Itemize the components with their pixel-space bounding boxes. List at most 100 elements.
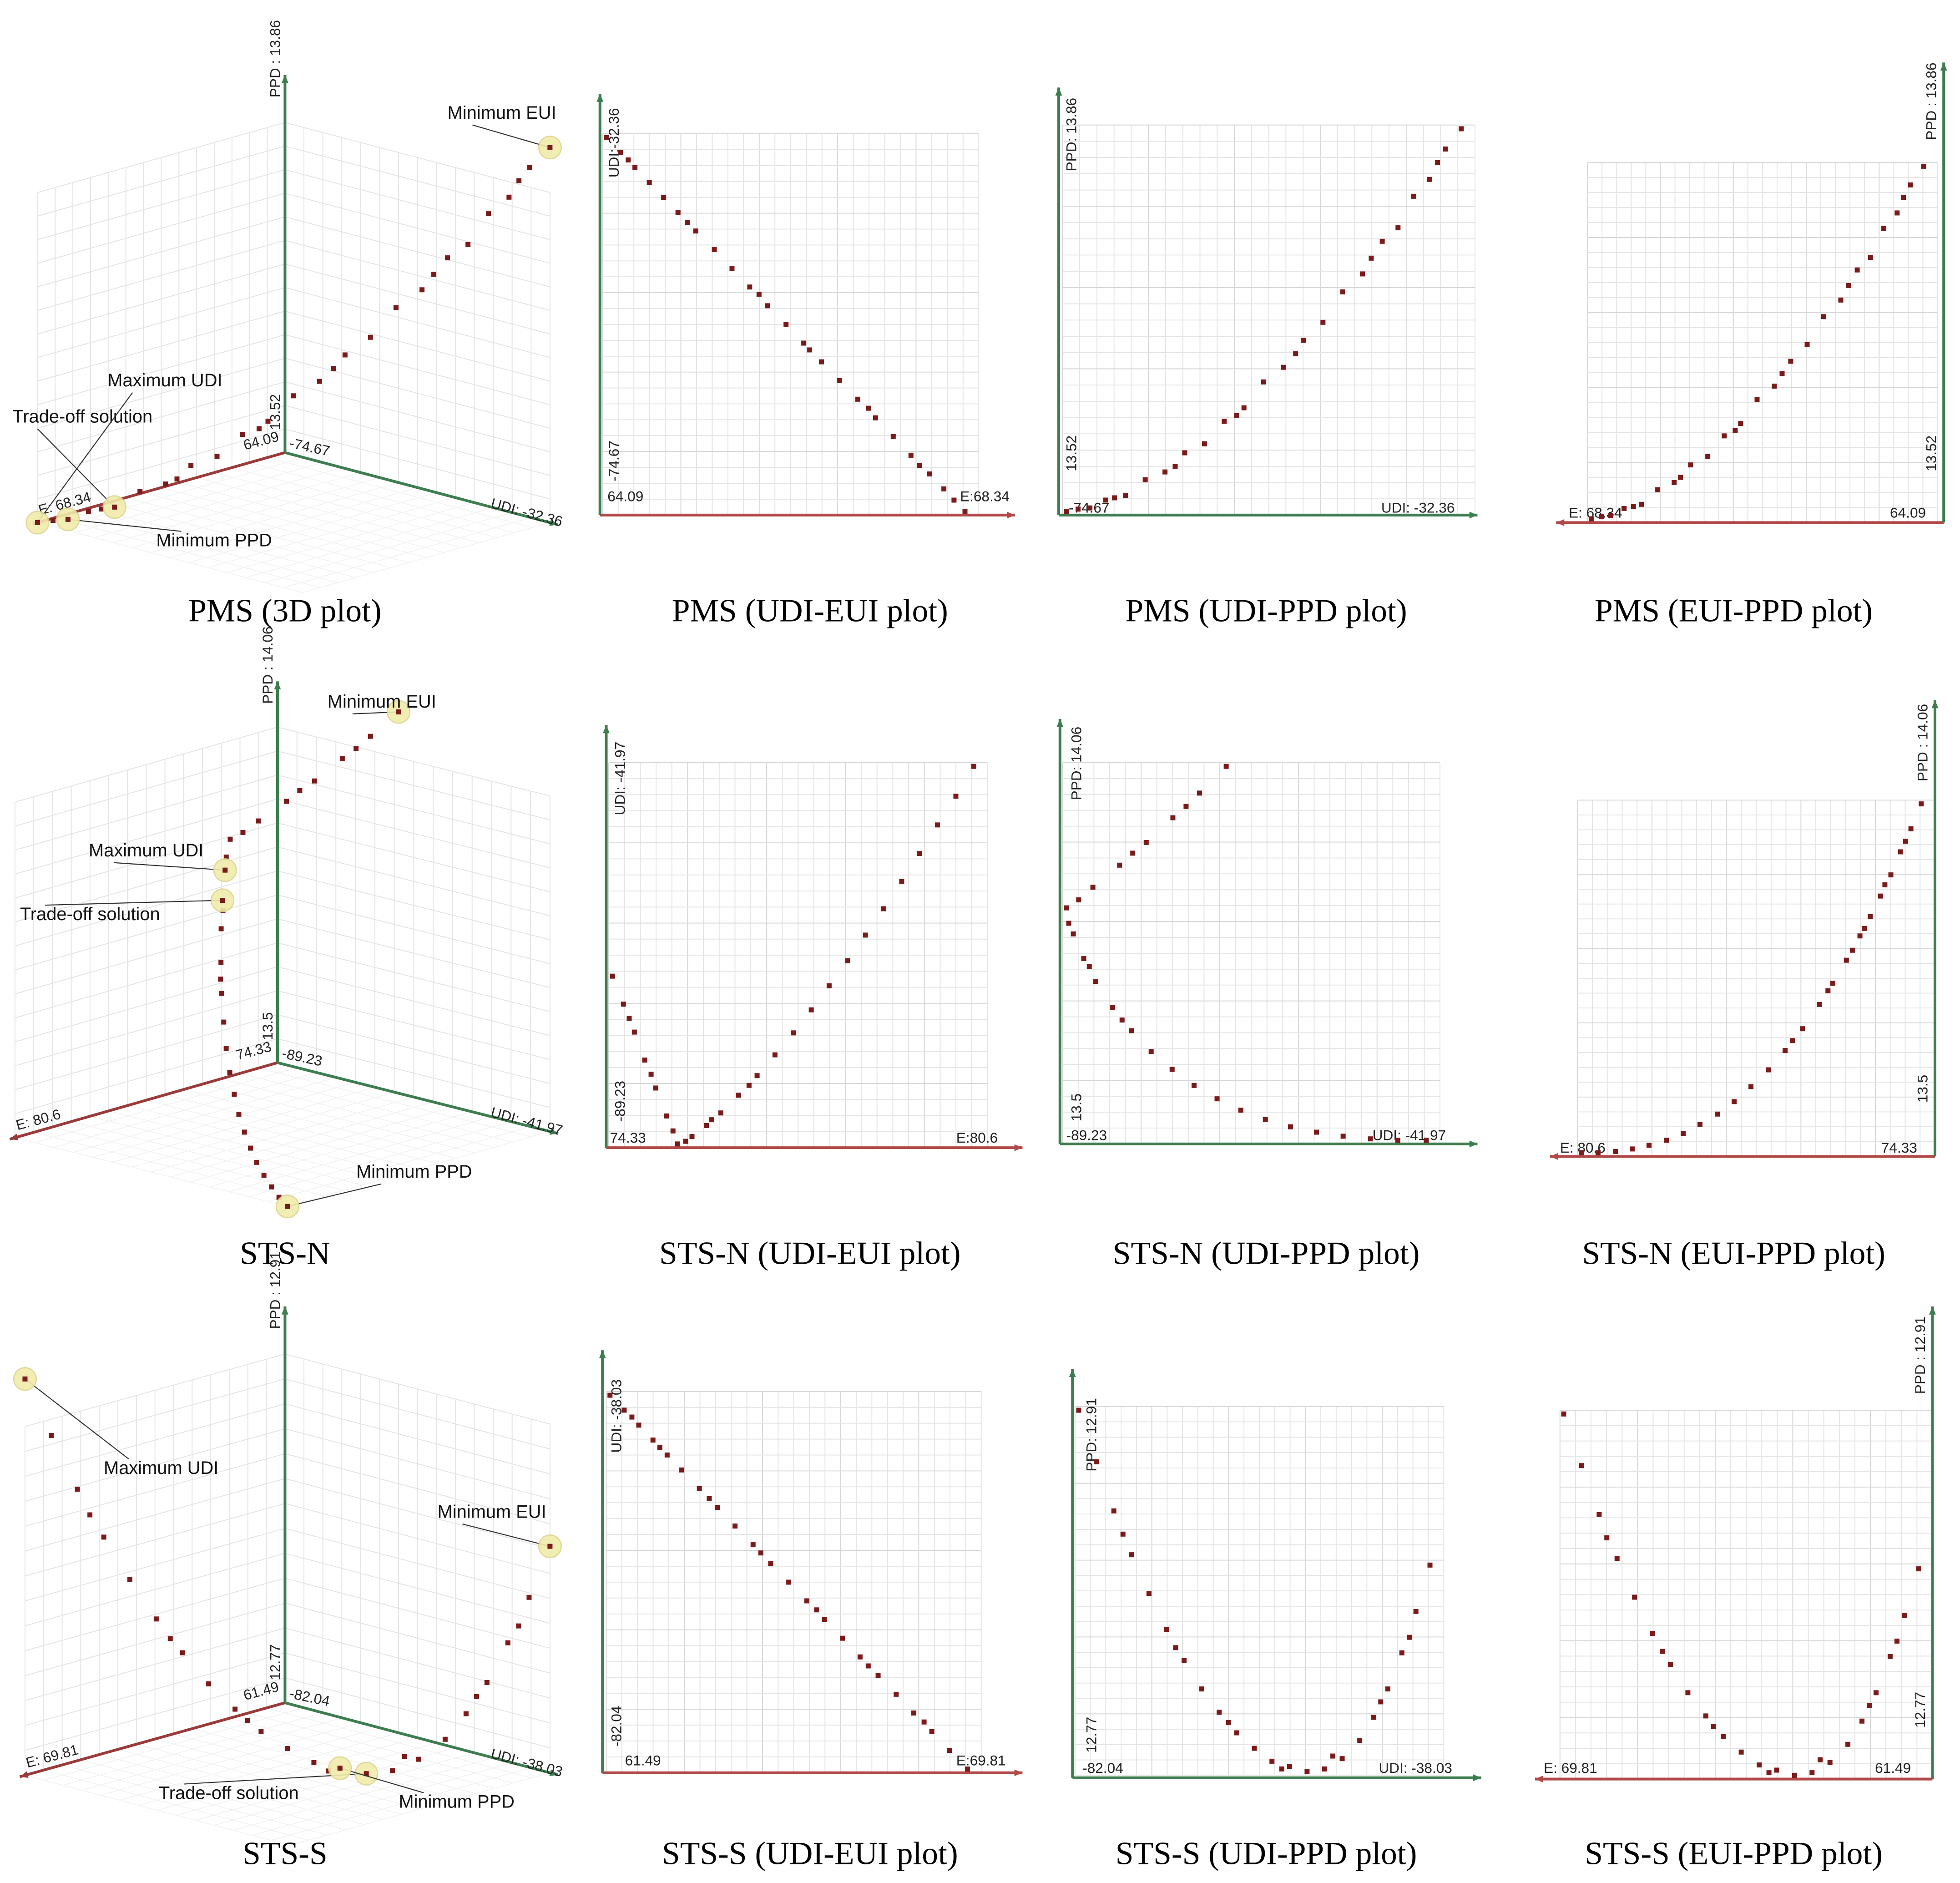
plot-udi-eui: UDI:-32.36 -74.67 64.09 E:68.34 (596, 94, 1015, 519)
data-point (808, 1007, 814, 1012)
data-point (1632, 1594, 1637, 1600)
grid-line (15, 822, 278, 899)
data-point (953, 794, 959, 799)
data-point (791, 1030, 796, 1036)
data-point (941, 486, 947, 491)
floor-grid-line (108, 502, 374, 573)
data-point (1119, 1017, 1125, 1023)
data-point (947, 1748, 952, 1753)
y-axis-max-label: PPD: 13.86 (1063, 98, 1080, 171)
data-point (256, 426, 262, 431)
data-point (683, 1139, 688, 1144)
annotation-label: Minimum PPD (399, 1792, 515, 1812)
data-point (1199, 1686, 1204, 1692)
data-point (269, 1184, 274, 1190)
data-point (1844, 957, 1849, 963)
data-point (1703, 1713, 1708, 1719)
data-point (311, 1760, 317, 1765)
data-point (223, 1046, 229, 1051)
data-point (339, 756, 345, 761)
caption-eui-ppd: STS-N (EUI-PPD plot) (1582, 1235, 1885, 1271)
data-point (1738, 1749, 1744, 1755)
data-point (603, 135, 609, 140)
x-axis (1059, 511, 1478, 519)
data-point (756, 292, 762, 297)
data-point (1664, 1138, 1669, 1143)
data-point (1715, 1111, 1720, 1117)
caption-udi-eui: STS-S (UDI-EUI plot) (662, 1835, 958, 1871)
data-point (1873, 1690, 1879, 1696)
y-axis-head (599, 1350, 606, 1358)
data-point (1804, 342, 1810, 347)
annotation-label: Maximum UDI (89, 840, 203, 861)
data-point (232, 1092, 237, 1097)
data-point (317, 379, 322, 384)
udi-axis-max-label: UDI: -32.36 (489, 495, 564, 530)
udi-axis-max-label: UDI: -38.03 (489, 1745, 564, 1780)
data-point (911, 1710, 916, 1716)
x-axis-left-label: E: 69.81 (1544, 1760, 1597, 1776)
floor-grid-line (287, 1131, 551, 1207)
data-point (685, 220, 690, 225)
data-point (1862, 926, 1867, 931)
caption-eui-ppd: PMS (EUI-PPD plot) (1595, 592, 1873, 628)
data-point (875, 1673, 881, 1678)
y-axis-head (596, 94, 604, 102)
y-axis-head (1931, 700, 1939, 709)
data-point (873, 415, 878, 420)
e-axis-head (20, 1771, 29, 1778)
y-axis-head (602, 725, 610, 734)
data-point (1866, 1703, 1872, 1708)
x-axis-head (1473, 1774, 1481, 1782)
data-point (101, 1534, 106, 1540)
grid-line (37, 192, 285, 264)
data-point (732, 1524, 738, 1529)
floor-grid-line (233, 1757, 494, 1831)
data-point (1854, 267, 1860, 273)
grid-line (277, 894, 551, 964)
data-point (248, 1145, 253, 1151)
data-point (1379, 238, 1385, 244)
data-point (402, 1754, 407, 1759)
data-point (1921, 163, 1926, 169)
data-point (1677, 475, 1683, 480)
y-axis-min-label: 13.52 (1063, 435, 1080, 471)
data-point (1919, 801, 1924, 807)
annotation-leader-line (25, 1378, 129, 1460)
annotation-leader-line (462, 1524, 551, 1547)
data-point (746, 1083, 752, 1088)
data-point (1902, 1613, 1907, 1618)
data-point (935, 822, 940, 828)
data-point (258, 1729, 264, 1735)
data-point (765, 303, 770, 309)
grid-line (277, 846, 551, 916)
data-point (547, 145, 553, 150)
data-point (153, 1616, 159, 1622)
grid-line (15, 870, 278, 947)
grid-line (37, 146, 285, 217)
y-axis-min-label: -82.04 (608, 1706, 624, 1747)
annotation-leader-line (113, 862, 225, 871)
udi-axis (284, 1701, 559, 1777)
grid-line (277, 822, 551, 892)
data-point (240, 830, 246, 835)
data-point (1622, 506, 1627, 511)
data-point (1395, 1138, 1400, 1143)
data-point (1395, 225, 1401, 231)
data-point (650, 1438, 656, 1443)
grid-line (37, 169, 285, 240)
data-point (1261, 379, 1267, 385)
udi-axis-line (277, 1061, 559, 1135)
data-point (516, 178, 522, 183)
data-point (1399, 1650, 1404, 1655)
data-point (331, 366, 336, 371)
annotation-leader-line (339, 1767, 424, 1793)
data-point (419, 287, 425, 293)
data-point (1226, 1720, 1231, 1725)
x-axis (602, 1769, 1023, 1777)
data-point (1322, 1766, 1327, 1772)
e-axis-line (19, 1701, 286, 1778)
x-axis-head (1550, 1153, 1558, 1160)
x-axis-origin-label: 61.49 (625, 1752, 661, 1768)
